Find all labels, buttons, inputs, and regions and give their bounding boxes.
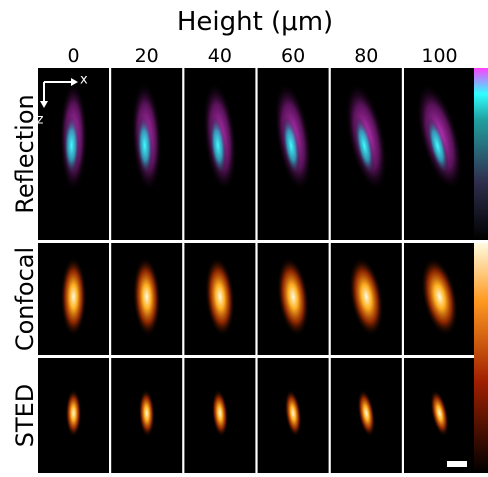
colorbar-reflection: [474, 68, 488, 240]
column-label: 20: [135, 45, 159, 67]
column-label: 80: [354, 45, 378, 67]
column-label: 100: [421, 45, 457, 67]
axis-x-label: x: [80, 73, 88, 88]
figure-title: Height (μm): [177, 7, 333, 37]
row-label: Reflection: [11, 94, 39, 213]
column-label: 40: [208, 45, 232, 67]
figure: Height (μm) x z 020406080100ReflectionCo…: [0, 0, 488, 473]
panel-grid: [38, 68, 475, 473]
colorbar-hot: [474, 243, 488, 473]
column-label: 60: [281, 45, 305, 67]
row-label: Confocal: [11, 247, 39, 351]
psf-spot: [61, 257, 87, 337]
psf-spot: [66, 389, 82, 437]
reflection-focus: [64, 115, 80, 175]
row-label: STED: [11, 384, 39, 448]
scale-bar: [447, 461, 467, 467]
column-label: 0: [67, 45, 79, 67]
